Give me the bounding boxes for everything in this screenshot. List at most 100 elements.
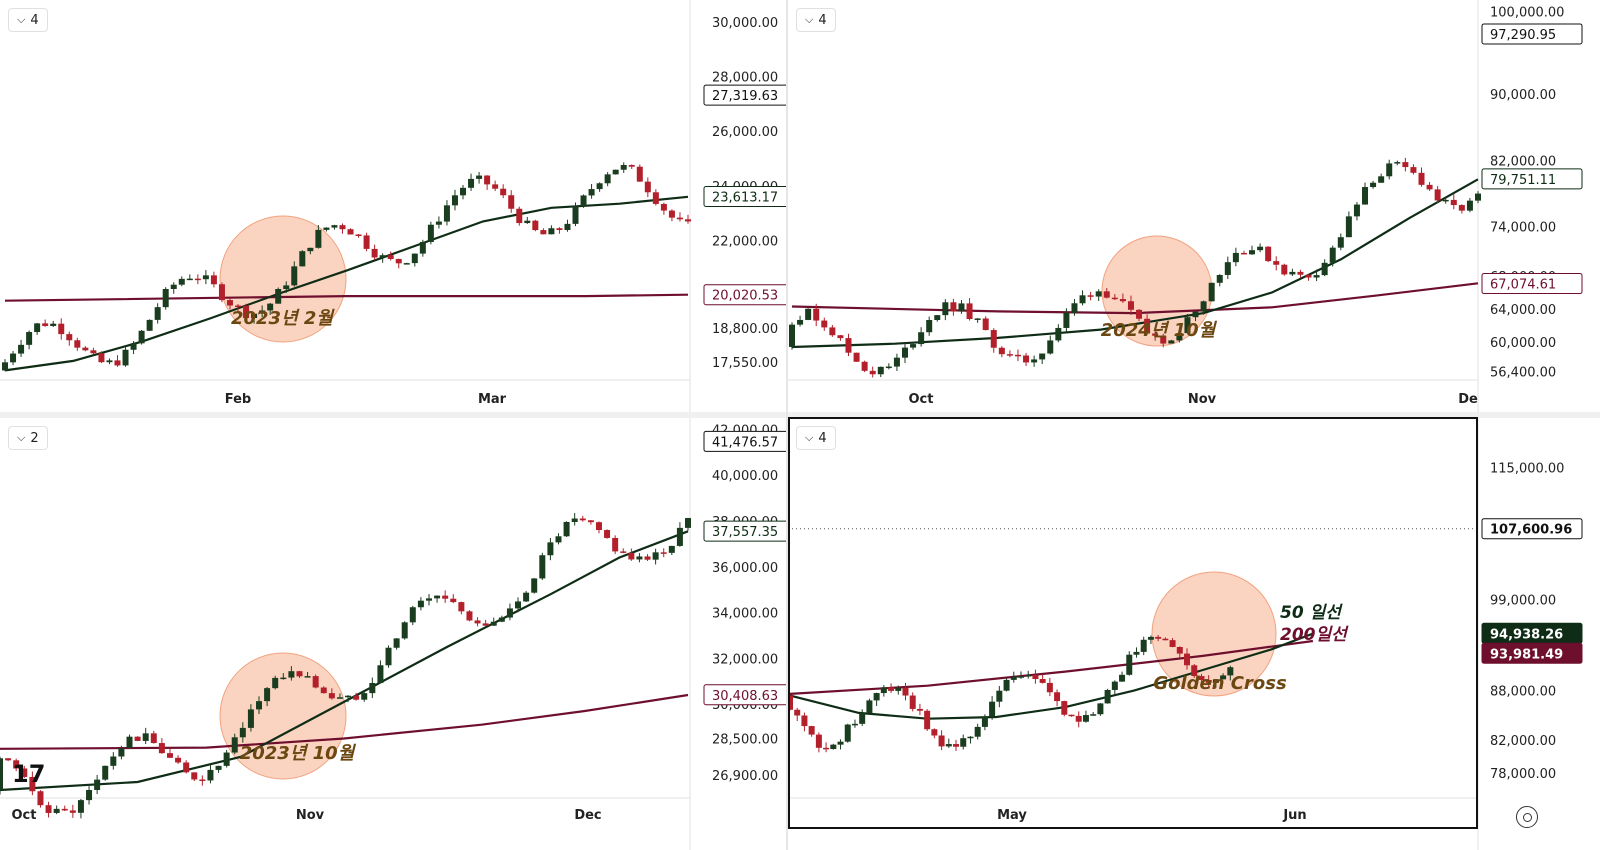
price-tick-label: 100,000.00 — [1490, 6, 1564, 21]
candle-body — [1039, 353, 1046, 360]
candle-body — [183, 762, 190, 773]
candle-body — [1087, 295, 1094, 297]
candle-body — [210, 275, 217, 285]
candle-body — [118, 748, 125, 757]
candle-body — [320, 687, 327, 694]
candle-body — [1025, 674, 1032, 677]
candle-body — [425, 598, 432, 601]
ma50-annotation: 50 일선 — [1280, 603, 1343, 623]
candle-body — [466, 611, 473, 621]
gear-icon[interactable] — [1516, 806, 1538, 828]
candle-body — [1191, 665, 1198, 677]
ma200-price-label-box — [703, 684, 788, 706]
candle-body — [1160, 335, 1167, 344]
candle-body — [1010, 676, 1017, 680]
interval-selector[interactable]: ⌵ 4 — [796, 426, 836, 450]
candle-body — [468, 178, 475, 188]
candle-body — [1136, 309, 1143, 319]
candle-body — [644, 181, 651, 193]
circle-annotation: 2024년 10월 — [1101, 320, 1218, 341]
chart-panel-bottom-right[interactable]: Golden Cross 50 일선 200일선 115,000.00 99,000.0… — [788, 418, 1600, 850]
candle-body — [579, 518, 586, 521]
candle-body — [21, 768, 28, 777]
candle-body — [508, 195, 515, 209]
candle-body — [1273, 261, 1280, 265]
time-axis-label: Jun — [1282, 808, 1306, 823]
price-tick-label: 99,000.00 — [1490, 594, 1556, 609]
candle-body — [895, 687, 902, 691]
candle-body — [1257, 246, 1264, 251]
interval-selector[interactable]: ⌵ 4 — [796, 8, 836, 32]
candle-body — [821, 320, 828, 328]
candle-body — [1442, 199, 1449, 202]
ma200-line — [0, 693, 689, 750]
candle-body — [1127, 301, 1134, 310]
candle-body — [794, 709, 801, 716]
candle-body — [34, 323, 41, 333]
candle-body — [668, 210, 675, 218]
last-price-label: 107,600.96 — [1490, 523, 1572, 538]
interval-selector[interactable]: ⌵ 2 — [8, 426, 48, 450]
candle-body — [620, 164, 627, 170]
candle-body — [1394, 162, 1401, 164]
candle-body — [58, 323, 65, 335]
candle-body — [218, 284, 225, 301]
candle-body — [595, 522, 602, 531]
candle-body — [636, 556, 643, 560]
candle-body — [259, 310, 266, 314]
candle-body — [231, 737, 238, 753]
candle-body — [1119, 674, 1126, 682]
candle-body — [1297, 271, 1304, 275]
candle-body — [1345, 216, 1352, 238]
candle-body — [805, 308, 812, 320]
candle-body — [934, 315, 941, 321]
interval-selector[interactable]: ⌵ 4 — [8, 8, 48, 32]
candle-body — [347, 229, 354, 235]
candle-body — [500, 188, 507, 196]
chart-svg: 2023년 10월42,000.0040,000.0038,000.0036,0… — [0, 418, 788, 850]
time-axis-label: Nov — [296, 808, 325, 823]
price-tick-label: 74,000.00 — [1490, 220, 1556, 235]
candle-body — [5, 758, 12, 761]
candle-body — [427, 224, 434, 242]
candle-body — [938, 735, 945, 747]
candle-body — [1014, 354, 1021, 357]
candle-body — [363, 235, 370, 249]
chart-panel-top-right[interactable]: 2024년 10월 100,000.00 90,000.00 82,000.00 74,… — [788, 0, 1600, 412]
circle-annotation: 2023년 2월 — [231, 308, 335, 329]
candle-body — [555, 536, 562, 543]
last-price-label-box — [1481, 23, 1583, 45]
candle-body — [307, 247, 314, 252]
candle-body — [312, 676, 319, 688]
candle-body — [830, 744, 837, 750]
candle-body — [604, 530, 611, 538]
chevron-down-icon: ⌵ — [805, 13, 814, 26]
candle-body — [1155, 636, 1162, 639]
candle-body — [90, 350, 97, 354]
ma50-price-label: 37,557.35 — [712, 525, 778, 540]
chart-panel-bottom-left[interactable]: 2023년 10월42,000.0040,000.0038,000.0036,0… — [0, 418, 788, 850]
candle-body — [556, 228, 563, 230]
candle-body — [1426, 184, 1433, 190]
candle-body — [636, 166, 643, 182]
candle-body — [1126, 654, 1133, 675]
candle-body — [411, 253, 418, 264]
candle-body — [967, 736, 974, 739]
candle-body — [1386, 163, 1393, 177]
candle-body — [1111, 681, 1118, 690]
candle-body — [315, 229, 322, 248]
candle-body — [1095, 291, 1102, 297]
candle-body — [1289, 271, 1296, 275]
candle-body — [138, 330, 145, 344]
candle-body — [1168, 340, 1175, 344]
candle-body — [885, 366, 892, 369]
candle-body — [385, 647, 392, 666]
chart-panel-top-left[interactable]: 2023년 2월30,000.0028,000.0026,000.0024,00… — [0, 0, 788, 412]
candle-body — [102, 765, 109, 780]
tradingview-logo: 17 — [12, 760, 45, 788]
candle-body — [1198, 676, 1205, 680]
circle-annotation: 2023년 10월 — [240, 743, 357, 764]
candle-body — [644, 556, 651, 560]
ma50-price-label-box — [703, 185, 788, 207]
